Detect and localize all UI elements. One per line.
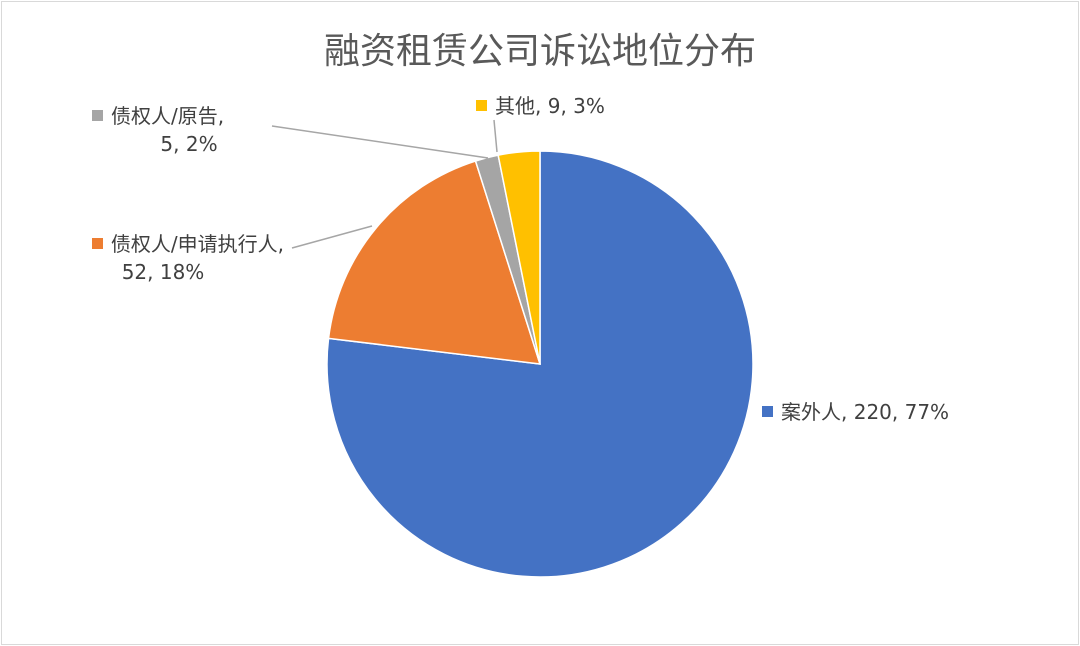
chart-title: 融资租赁公司诉讼地位分布 [323,31,756,72]
legend-key-creditor-plaintiff [92,110,103,121]
data-label-outsider: 案外人, 220, 77% [762,398,949,426]
label-text: 其他, 9, 3% [495,94,605,118]
data-label-creditor-plaintiff: 债权人/原告, 5, 2% [92,102,272,158]
legend-key-other [476,100,487,111]
pie-slice-outsider [326,150,754,578]
label-text: 债权人/原告, [111,104,225,128]
pie-slice-creditor-executor [327,160,542,365]
leader-line-creditor-plaintiff [271,125,489,159]
leader-line-creditor-executor [291,225,373,249]
leader-line-other [493,119,498,153]
label-text: 5, 2% [160,132,218,156]
data-label-creditor-executor: 债权人/申请执行人, 52, 18% [18,230,284,286]
label-text: 52, 18% [121,260,205,284]
legend-key-creditor-executor [91,238,103,249]
legend-key-outsider [762,406,773,417]
label-text: 案外人, 220, 77% [781,400,950,424]
label-text: 债权人/申请执行人, [110,232,284,256]
data-label-other: 其他, 9, 3% [476,92,605,120]
pie-slice-other [497,150,541,365]
